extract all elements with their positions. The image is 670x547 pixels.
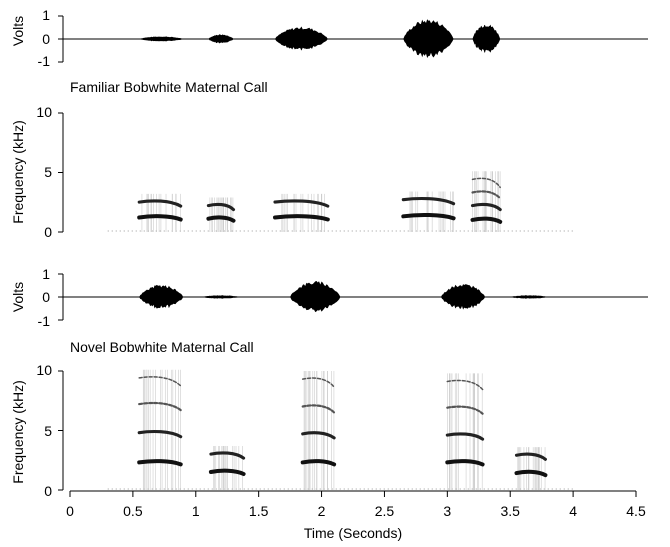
- harmonic-2-1: [206, 215, 236, 223]
- harmonic-3-1: [273, 214, 330, 222]
- harmonic-5-4: [471, 177, 501, 189]
- harmonic-1-2: [137, 429, 183, 439]
- harmonic-4-1: [401, 212, 456, 221]
- harmonic-5-1: [514, 469, 548, 478]
- familiar-oscillogram-ytick-bottom: -1: [38, 53, 51, 69]
- novel-call-title: Novel Bobwhite Maternal Call: [70, 339, 254, 355]
- familiar-oscillogram-ytick-top: 1: [42, 7, 50, 23]
- familiar-oscillogram-panel: Volts 1 0 -1: [10, 7, 648, 69]
- harmonic-2-1: [208, 468, 246, 476]
- novel-oscillogram-ytick-top: 1: [42, 266, 50, 282]
- time-axis-label: Time (Seconds): [304, 525, 402, 541]
- harmonic-3-2: [301, 431, 336, 440]
- harmonic-3-3: [301, 404, 336, 414]
- harmonic-1-1: [137, 214, 183, 222]
- xtick-label: 3: [443, 503, 451, 519]
- harmonic-4-2: [445, 432, 485, 441]
- harmonic-1-1: [137, 459, 183, 467]
- xtick-label: 4: [569, 503, 577, 519]
- novel-oscillogram-ylabel: Volts: [10, 282, 26, 312]
- novel-spectrogram-ytick-0: 0: [44, 483, 52, 499]
- harmonic-5-1: [470, 216, 503, 224]
- waveform-burst-5: [510, 295, 548, 299]
- harmonic-1-2: [137, 199, 183, 208]
- harmonic-4-1: [445, 459, 485, 467]
- novel-oscillogram-panel: Volts 1 0 -1: [10, 266, 648, 329]
- xtick-label: 0: [66, 503, 74, 519]
- harmonic-3-1: [300, 459, 337, 467]
- harmonic-4-3: [446, 405, 484, 415]
- familiar-oscillogram-ylabel: Volts: [10, 16, 26, 46]
- familiar-spectrogram-ytick-10: 10: [36, 104, 52, 120]
- harmonic-2-2: [209, 451, 246, 460]
- familiar-spectrogram-ytick-5: 5: [44, 164, 52, 180]
- waveform-burst-4: [441, 284, 486, 310]
- novel-spectrogram-panel: Novel Bobwhite Maternal Call Frequency (…: [10, 339, 646, 541]
- novel-spectrogram-ytick-5: 5: [44, 423, 52, 439]
- xtick-label: 4.5: [626, 503, 646, 519]
- familiar-call-title: Familiar Bobwhite Maternal Call: [70, 79, 268, 95]
- xtick-label: 3.5: [500, 503, 520, 519]
- xtick-label: 1.5: [249, 503, 269, 519]
- novel-oscillogram-ytick-bottom: -1: [38, 313, 51, 329]
- harmonic-4-2: [401, 196, 456, 206]
- harmonic-1-3: [138, 401, 182, 412]
- novel-oscillogram-ytick-mid: 0: [42, 289, 50, 305]
- waveform-burst-3: [290, 281, 341, 313]
- xtick-label: 2.5: [375, 503, 395, 519]
- harmonic-5-2: [514, 452, 547, 461]
- waveform-burst-5: [472, 24, 501, 53]
- familiar-spectrogram-ylabel: Frequency (kHz): [10, 120, 26, 223]
- familiar-oscillogram-ytick-mid: 0: [42, 31, 50, 47]
- harmonic-3-2: [273, 199, 330, 208]
- familiar-spectrogram-panel: Familiar Bobwhite Maternal Call Frequenc…: [10, 79, 574, 240]
- waveform-burst-4: [403, 19, 454, 58]
- harmonic-1-4: [138, 376, 182, 387]
- harmonic-3-4: [301, 377, 335, 388]
- waveform-burst-2: [208, 34, 234, 44]
- novel-spectrogram-ylabel: Frequency (kHz): [10, 380, 26, 483]
- novel-spectrogram-ytick-10: 10: [36, 362, 52, 378]
- harmonic-4-4: [446, 379, 484, 391]
- harmonic-5-3: [471, 190, 502, 200]
- xtick-label: 0.5: [123, 503, 143, 519]
- waveform-burst-1: [139, 284, 184, 309]
- waveform-burst-2: [202, 295, 240, 299]
- harmonic-2-2: [206, 202, 236, 212]
- xtick-label: 2: [318, 503, 326, 519]
- harmonic-5-2: [470, 202, 502, 212]
- xtick-label: 1: [192, 503, 200, 519]
- familiar-spectrogram-ytick-0: 0: [44, 224, 52, 240]
- time-axis-ticks: 0 0.5 1 1.5 2 2.5 3 3.5 4 4.5: [66, 491, 646, 519]
- waveform-burst-3: [275, 26, 328, 51]
- waveform-burst-1: [139, 36, 184, 42]
